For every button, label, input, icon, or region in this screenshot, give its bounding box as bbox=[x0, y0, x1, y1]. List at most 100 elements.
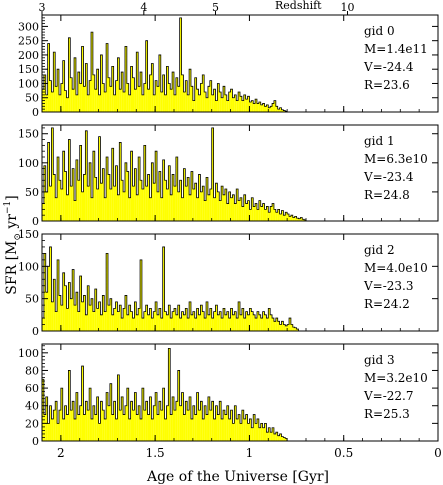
sfr-bar bbox=[143, 311, 146, 331]
sfr-bar bbox=[236, 189, 239, 221]
sfr-bar bbox=[157, 191, 159, 221]
panel-legend-line: R=24.8 bbox=[364, 188, 410, 202]
sfr-bar bbox=[130, 66, 133, 112]
sfr-bar bbox=[51, 418, 54, 441]
sfr-bar bbox=[256, 103, 259, 112]
sfr-bar bbox=[113, 308, 116, 331]
sfr-bar bbox=[200, 83, 203, 112]
sfr-bar bbox=[223, 194, 225, 221]
sfr-bar bbox=[200, 401, 203, 441]
sfr-bar bbox=[149, 197, 152, 221]
sfr-bar bbox=[275, 318, 278, 331]
sfr-bar bbox=[62, 151, 65, 221]
sfr-bar bbox=[136, 314, 139, 331]
sfr-bar bbox=[92, 74, 95, 112]
sfr-bar bbox=[243, 318, 246, 331]
sfr-bar bbox=[241, 206, 244, 221]
sfr-bar bbox=[72, 401, 75, 441]
sfr-bar bbox=[166, 66, 169, 112]
sfr-bar bbox=[168, 165, 171, 221]
sfr-bar bbox=[79, 145, 82, 221]
sfr-bar bbox=[228, 418, 231, 441]
sfr-bar bbox=[47, 423, 50, 441]
sfr-bar bbox=[187, 318, 190, 331]
sfr-bar bbox=[255, 423, 257, 441]
redshift-tick-label: 5 bbox=[212, 1, 219, 14]
sfr-bar bbox=[153, 94, 156, 112]
sfr-bar bbox=[121, 180, 124, 221]
sfr-bar bbox=[47, 43, 50, 112]
sfr-bar bbox=[43, 74, 46, 112]
sfr-bar bbox=[134, 301, 137, 331]
sfr-bar bbox=[238, 301, 240, 331]
sfr-bar bbox=[130, 151, 133, 221]
sfr-bar bbox=[179, 318, 182, 331]
sfr-bar bbox=[164, 418, 167, 441]
y-tick-label: 100 bbox=[18, 77, 39, 90]
sfr-bar bbox=[236, 318, 239, 331]
sfr-bar bbox=[58, 94, 61, 112]
redshift-tick-label: 4 bbox=[140, 1, 147, 14]
sfr-bar bbox=[172, 174, 174, 221]
sfr-bar bbox=[198, 174, 201, 221]
sfr-bar bbox=[145, 401, 148, 441]
sfr-bar bbox=[102, 410, 105, 441]
sfr-bar bbox=[206, 301, 208, 331]
sfr-bar bbox=[224, 189, 227, 221]
sfr-bar bbox=[275, 212, 278, 221]
sfr-bar bbox=[83, 295, 86, 331]
sfr-bar bbox=[77, 311, 80, 331]
sfr-bar bbox=[206, 177, 208, 221]
sfr-bar bbox=[55, 197, 58, 221]
sfr-bar bbox=[74, 418, 76, 441]
sfr-bar bbox=[211, 127, 214, 221]
sfr-bar bbox=[147, 174, 150, 221]
y-tick-label: 200 bbox=[18, 49, 39, 62]
sfr-bar bbox=[43, 414, 46, 441]
sfr-bar bbox=[226, 405, 229, 441]
sfr-bar bbox=[277, 321, 280, 331]
sfr-bar bbox=[94, 89, 97, 112]
sfr-bar bbox=[130, 401, 133, 441]
sfr-bar bbox=[102, 295, 105, 331]
sfr-bar bbox=[158, 54, 161, 112]
sfr-bar bbox=[49, 80, 52, 112]
panel-legend-line: M=1.4e11 bbox=[364, 42, 428, 56]
sfr-bar bbox=[192, 311, 195, 331]
panel-frame bbox=[41, 343, 439, 442]
sfr-bar bbox=[243, 418, 246, 441]
sfr-bar bbox=[66, 97, 69, 112]
sfr-bar bbox=[256, 209, 259, 221]
sfr-bar bbox=[60, 305, 63, 331]
sfr-bar bbox=[247, 200, 250, 221]
sfr-bar bbox=[45, 292, 48, 331]
panel-3: 0 20 40 60 80 100 gid 3 M=3.2e10 V=-22.7 R=25.3 bbox=[18, 343, 439, 448]
sfr-bar bbox=[277, 209, 280, 221]
sfr-bar bbox=[60, 83, 63, 112]
sfr-bar bbox=[64, 90, 67, 112]
sfr-bar bbox=[160, 92, 163, 112]
sfr-bar bbox=[194, 318, 197, 331]
sfr-bar bbox=[157, 86, 159, 112]
sfr-bar bbox=[181, 197, 184, 221]
sfr-bar bbox=[234, 203, 237, 221]
sfr-bar bbox=[136, 414, 139, 441]
sfr-bar bbox=[45, 191, 48, 221]
sfr-bar bbox=[251, 100, 254, 112]
sfr-bar bbox=[213, 311, 216, 331]
sfr-bar bbox=[255, 99, 257, 112]
sfr-bar bbox=[138, 86, 141, 112]
sfr-bar bbox=[209, 308, 212, 331]
sfr-bar bbox=[198, 314, 201, 331]
sfr-bar bbox=[98, 136, 101, 221]
sfr-bar bbox=[104, 197, 107, 221]
sfr-bar bbox=[243, 194, 246, 221]
sfr-bar bbox=[189, 396, 191, 441]
sfr-bar bbox=[141, 388, 144, 441]
sfr-bar bbox=[115, 418, 118, 441]
sfr-bar bbox=[300, 217, 303, 221]
sfr-bar bbox=[72, 168, 75, 221]
sfr-bar bbox=[185, 186, 188, 221]
sfr-bar bbox=[268, 107, 271, 112]
